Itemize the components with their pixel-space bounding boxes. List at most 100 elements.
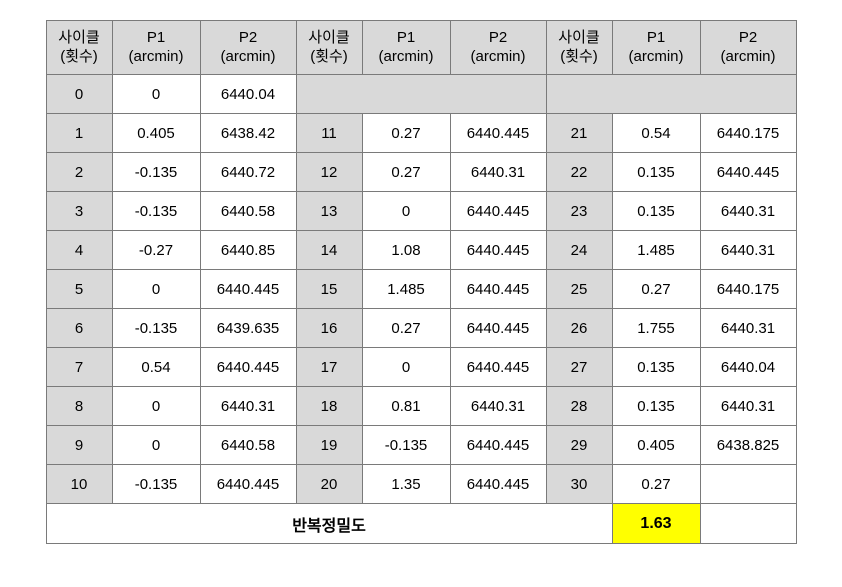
cycle-cell: 30: [546, 465, 612, 504]
header-label: (arcmin): [471, 48, 526, 65]
cycle-cell: 17: [296, 348, 362, 387]
p1-cell: 0.135: [612, 153, 700, 192]
cycle-cell: 13: [296, 192, 362, 231]
empty-cell: [296, 75, 546, 114]
p2-cell: 6440.175: [700, 114, 796, 153]
p1-cell: 0: [362, 348, 450, 387]
cycle-cell: 23: [546, 192, 612, 231]
p2-cell: 6440.445: [200, 270, 296, 309]
p2-cell: 6440.31: [700, 387, 796, 426]
p1-cell: 0.54: [112, 348, 200, 387]
p1-cell: 0.135: [612, 387, 700, 426]
header-label: (arcmin): [721, 48, 776, 65]
p1-cell: 1.08: [362, 231, 450, 270]
p1-cell: 0.54: [612, 114, 700, 153]
cycle-cell: 12: [296, 153, 362, 192]
header-label: 사이클: [558, 29, 599, 46]
cycle-cell: 16: [296, 309, 362, 348]
p1-cell: 1.485: [612, 231, 700, 270]
table-row: 8 0 6440.31 18 0.81 6440.31 28 0.135 644…: [46, 387, 796, 426]
cycle-cell: 8: [46, 387, 112, 426]
p2-cell: 6440.445: [450, 465, 546, 504]
header-cycle-3: 사이클 (횟수): [546, 21, 612, 75]
cycle-cell: 14: [296, 231, 362, 270]
p1-cell: 0.27: [362, 309, 450, 348]
measurement-table: 사이클 (횟수) P1 (arcmin) P2 (arcmin) 사이클 (횟수…: [46, 20, 797, 544]
empty-cell: [546, 75, 796, 114]
p1-cell: 0.405: [112, 114, 200, 153]
p1-cell: -0.135: [112, 192, 200, 231]
cycle-cell: 1: [46, 114, 112, 153]
p1-cell: 0: [112, 270, 200, 309]
p1-cell: 0: [112, 75, 200, 114]
cycle-cell: 21: [546, 114, 612, 153]
table-row: 0 0 6440.04: [46, 75, 796, 114]
cycle-cell: 19: [296, 426, 362, 465]
p2-cell: 6440.445: [450, 114, 546, 153]
table-row: 3 -0.135 6440.58 13 0 6440.445 23 0.135 …: [46, 192, 796, 231]
header-p1-3: P1 (arcmin): [612, 21, 700, 75]
header-label: 사이클: [308, 29, 349, 46]
cycle-cell: 10: [46, 465, 112, 504]
p2-cell: 6440.445: [450, 309, 546, 348]
table-row: 2 -0.135 6440.72 12 0.27 6440.31 22 0.13…: [46, 153, 796, 192]
p2-cell: 6438.42: [200, 114, 296, 153]
p1-cell: 1.755: [612, 309, 700, 348]
cycle-cell: 11: [296, 114, 362, 153]
cycle-cell: 18: [296, 387, 362, 426]
table-row: 4 -0.27 6440.85 14 1.08 6440.445 24 1.48…: [46, 231, 796, 270]
table-row: 5 0 6440.445 15 1.485 6440.445 25 0.27 6…: [46, 270, 796, 309]
summary-label: 반복정밀도: [46, 504, 612, 544]
p1-cell: 0: [112, 426, 200, 465]
summary-empty: [700, 504, 796, 544]
header-label: P2: [739, 29, 757, 46]
cycle-cell: 26: [546, 309, 612, 348]
p1-cell: 0.135: [612, 348, 700, 387]
p2-cell: 6440.445: [450, 231, 546, 270]
header-label: (arcmin): [379, 48, 434, 65]
header-p2-3: P2 (arcmin): [700, 21, 796, 75]
p2-cell: 6440.58: [200, 426, 296, 465]
p2-cell: 6440.445: [700, 153, 796, 192]
p2-cell: 6439.635: [200, 309, 296, 348]
header-label: (arcmin): [629, 48, 684, 65]
header-cycle-2: 사이클 (횟수): [296, 21, 362, 75]
p2-cell: 6440.445: [200, 465, 296, 504]
table-row: 10 -0.135 6440.445 20 1.35 6440.445 30 0…: [46, 465, 796, 504]
header-label: P1: [397, 29, 415, 46]
p1-cell: -0.135: [112, 309, 200, 348]
header-label: P2: [489, 29, 507, 46]
header-label: (arcmin): [221, 48, 276, 65]
p1-cell: -0.135: [362, 426, 450, 465]
p2-cell: 6440.445: [450, 348, 546, 387]
header-label: (횟수): [60, 48, 98, 65]
p1-cell: 0.405: [612, 426, 700, 465]
header-label: (횟수): [560, 48, 598, 65]
header-label: P1: [647, 29, 665, 46]
p1-cell: -0.135: [112, 153, 200, 192]
cycle-cell: 20: [296, 465, 362, 504]
p1-cell: 0.135: [612, 192, 700, 231]
p2-cell: 6440.72: [200, 153, 296, 192]
header-label: P2: [239, 29, 257, 46]
table-row: 9 0 6440.58 19 -0.135 6440.445 29 0.405 …: [46, 426, 796, 465]
p1-cell: 0.27: [612, 270, 700, 309]
p2-cell: 6440.31: [700, 231, 796, 270]
p2-cell: 6440.04: [200, 75, 296, 114]
header-p2-1: P2 (arcmin): [200, 21, 296, 75]
header-label: 사이클: [58, 29, 99, 46]
p2-cell: 6440.445: [450, 270, 546, 309]
p1-cell: 0.81: [362, 387, 450, 426]
cycle-cell: 29: [546, 426, 612, 465]
p1-cell: -0.135: [112, 465, 200, 504]
p2-cell: 6440.445: [200, 348, 296, 387]
header-p1-2: P1 (arcmin): [362, 21, 450, 75]
p2-cell: 6440.175: [700, 270, 796, 309]
p2-cell: 6440.31: [450, 387, 546, 426]
p2-cell: 6438.825: [700, 426, 796, 465]
p2-cell: 6440.445: [450, 426, 546, 465]
table-row: 6 -0.135 6439.635 16 0.27 6440.445 26 1.…: [46, 309, 796, 348]
header-p1-1: P1 (arcmin): [112, 21, 200, 75]
p1-cell: 0.27: [362, 153, 450, 192]
cycle-cell: 15: [296, 270, 362, 309]
